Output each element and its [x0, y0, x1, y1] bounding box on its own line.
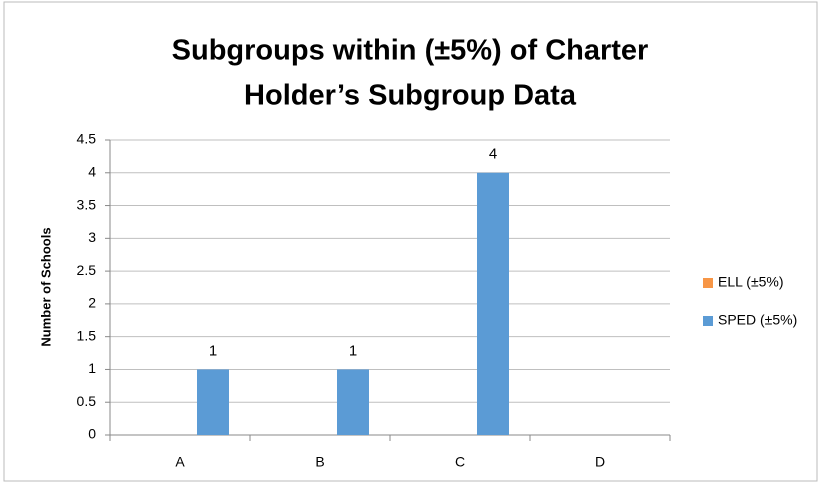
data-label: 4 — [489, 146, 497, 163]
y-tick-label: 0.5 — [77, 393, 97, 409]
chart-frame — [3, 1, 818, 482]
y-tick-label: 2 — [88, 295, 96, 311]
data-label: 1 — [209, 342, 217, 359]
x-tick-label: C — [455, 454, 465, 470]
chart-title: Holder’s Subgroup Data — [244, 80, 577, 112]
y-tick-label: 3 — [88, 229, 96, 245]
bar — [477, 172, 509, 435]
x-tick-label: B — [315, 454, 324, 470]
chart-title: Subgroups within (±5%) of Charter — [172, 35, 649, 67]
legend-swatch — [703, 278, 713, 288]
y-tick-label: 2.5 — [77, 262, 97, 278]
bar — [337, 369, 369, 435]
y-tick-label: 0 — [88, 426, 96, 442]
y-tick-label: 3.5 — [77, 196, 97, 212]
legend-swatch — [703, 316, 713, 326]
x-tick-label: D — [595, 454, 605, 470]
y-tick-label: 4.5 — [77, 131, 97, 147]
y-tick-label: 1 — [88, 360, 96, 376]
legend-label: ELL (±5%) — [718, 274, 784, 290]
x-tick-label: A — [175, 454, 185, 470]
y-axis-label: Number of Schools — [38, 227, 53, 346]
y-tick-label: 1.5 — [77, 327, 97, 343]
legend-label: SPED (±5%) — [718, 312, 797, 328]
data-label: 1 — [349, 342, 357, 359]
y-tick-label: 4 — [88, 163, 96, 179]
bar — [197, 369, 229, 435]
